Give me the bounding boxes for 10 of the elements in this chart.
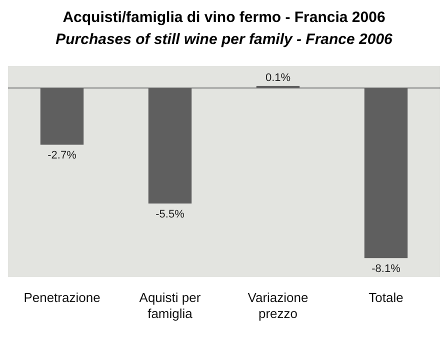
- data-label: -2.7%: [48, 150, 77, 162]
- x-tick-label: Totale: [368, 290, 404, 305]
- data-label: 0.1%: [265, 72, 291, 84]
- chart-subtitle: Purchases of still wine per family - France 2006: [56, 31, 394, 48]
- x-tick-label: Aquisti per famiglia: [139, 290, 202, 321]
- data-label: -8.1%: [372, 263, 401, 276]
- x-tick-label: Variazione prezzo: [248, 290, 308, 321]
- chart-title: Acquisti/famiglia di vino fermo - Francia 2006: [62, 9, 386, 26]
- x-tick-label: Penetrazione: [24, 290, 100, 305]
- data-label: -5.5%: [156, 208, 185, 221]
